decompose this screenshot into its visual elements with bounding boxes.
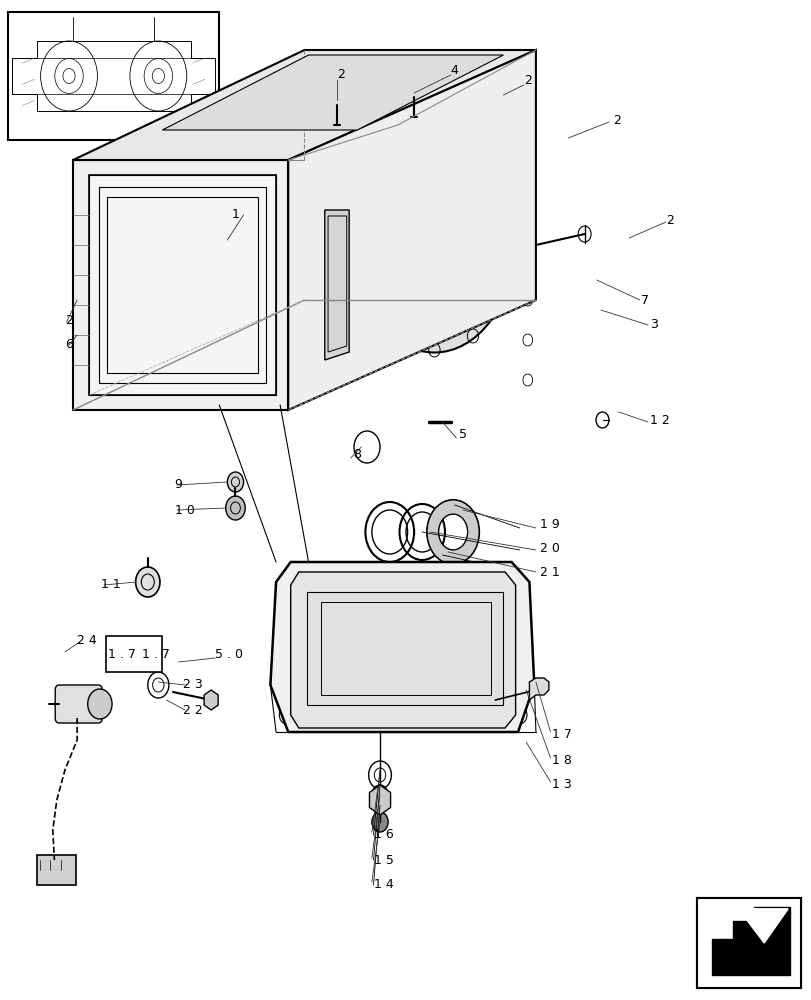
- Ellipse shape: [354, 137, 513, 353]
- Text: 2: 2: [523, 74, 531, 87]
- Circle shape: [135, 567, 160, 597]
- Text: 1 2: 1 2: [649, 414, 668, 426]
- Polygon shape: [324, 210, 349, 360]
- Ellipse shape: [396, 192, 472, 298]
- Bar: [36, 855, 75, 885]
- Text: 1 . 7: 1 . 7: [142, 648, 169, 662]
- Polygon shape: [73, 160, 288, 410]
- Text: 1: 1: [231, 209, 239, 222]
- Text: 4: 4: [450, 64, 458, 77]
- Text: 2: 2: [65, 314, 73, 326]
- Text: 2 4: 2 4: [77, 634, 97, 647]
- Bar: [105, 636, 162, 672]
- Text: 1 9: 1 9: [539, 518, 559, 532]
- Circle shape: [371, 812, 388, 832]
- Bar: [696, 898, 800, 988]
- Polygon shape: [270, 562, 534, 732]
- Text: 5: 5: [458, 428, 466, 442]
- Polygon shape: [369, 785, 390, 815]
- Polygon shape: [307, 592, 503, 705]
- Polygon shape: [529, 678, 548, 700]
- FancyBboxPatch shape: [55, 685, 102, 723]
- Text: 3: 3: [649, 318, 657, 332]
- Text: 1 4: 1 4: [373, 879, 393, 892]
- Text: 2 3: 2 3: [182, 678, 202, 692]
- Text: 2 0: 2 0: [539, 542, 559, 554]
- Ellipse shape: [381, 172, 487, 318]
- Text: 2 1: 2 1: [539, 566, 559, 578]
- Circle shape: [88, 689, 112, 719]
- Text: 2: 2: [337, 68, 345, 82]
- Circle shape: [225, 496, 245, 520]
- Text: 1 8: 1 8: [551, 754, 571, 766]
- Text: 1 1: 1 1: [101, 578, 121, 591]
- Ellipse shape: [369, 156, 499, 334]
- Text: 1 7: 1 7: [551, 728, 571, 742]
- Text: 6: 6: [65, 338, 73, 352]
- Text: 2: 2: [612, 113, 620, 126]
- Text: 2: 2: [665, 214, 673, 227]
- Wedge shape: [427, 500, 478, 564]
- Text: 8: 8: [353, 448, 361, 462]
- Text: 1 0: 1 0: [174, 504, 194, 516]
- Bar: [8, 12, 219, 140]
- Polygon shape: [737, 909, 787, 943]
- Polygon shape: [204, 690, 218, 710]
- Polygon shape: [711, 907, 789, 974]
- Text: 1 5: 1 5: [373, 854, 393, 866]
- Polygon shape: [89, 175, 276, 395]
- Bar: [696, 898, 800, 988]
- Text: 1 3: 1 3: [551, 778, 571, 792]
- Text: 7: 7: [641, 294, 649, 306]
- Text: 5 . 0: 5 . 0: [215, 648, 242, 662]
- Polygon shape: [288, 50, 535, 410]
- Polygon shape: [162, 55, 503, 130]
- Text: 2 2: 2 2: [182, 704, 202, 716]
- Text: 1 . 7: 1 . 7: [108, 648, 135, 660]
- Polygon shape: [290, 572, 515, 728]
- Circle shape: [227, 472, 243, 492]
- Text: 1 6: 1 6: [373, 828, 393, 842]
- Polygon shape: [73, 50, 535, 160]
- Text: 9: 9: [174, 479, 182, 491]
